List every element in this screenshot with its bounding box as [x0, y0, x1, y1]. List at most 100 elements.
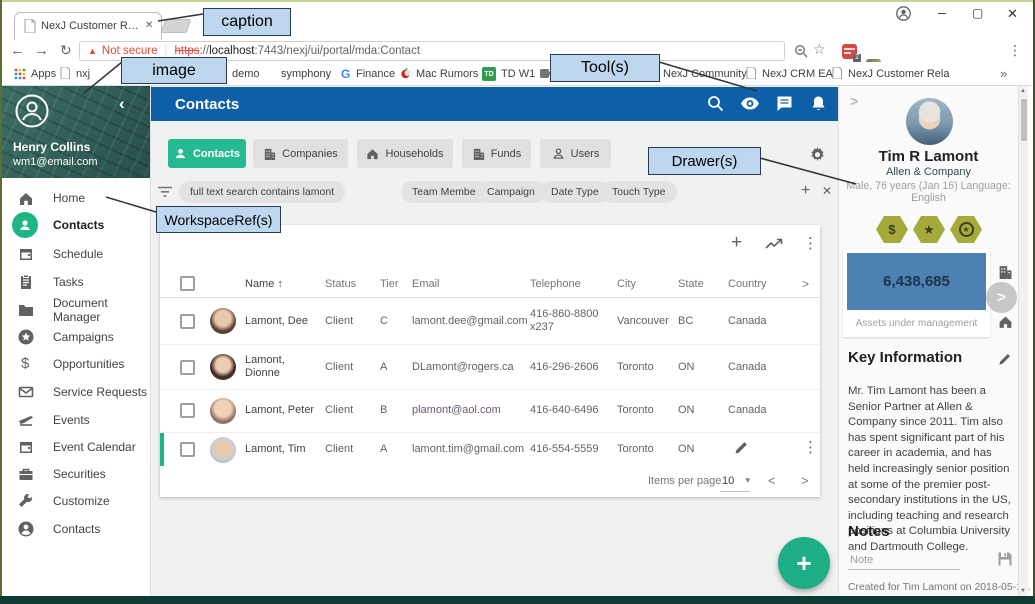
drawer-scrollbar[interactable]: ▲ ▼ [1018, 86, 1028, 596]
row-checkbox[interactable] [180, 442, 195, 457]
tab-close-icon[interactable]: ✕ [145, 20, 154, 31]
bookmark-td-w1[interactable]: TD W1 [501, 68, 536, 80]
refresh-icon[interactable]: ↻ [60, 42, 72, 58]
browser-menu-icon[interactable]: ⋮ [1008, 42, 1022, 58]
security-label[interactable]: Not secure [101, 45, 158, 57]
settings-gear-icon[interactable] [809, 146, 826, 163]
browser-tab[interactable]: NexJ Customer Relations ✕ [14, 12, 162, 40]
sidebar-item-schedule[interactable]: Schedule [0, 241, 150, 267]
row-checkbox[interactable] [180, 360, 195, 375]
sidebar-item-tasks[interactable]: Tasks [0, 269, 150, 295]
col-email[interactable]: Email [412, 278, 440, 290]
tab-users[interactable]: Users [540, 139, 611, 168]
edit-pencil-icon[interactable] [734, 440, 749, 455]
save-note-icon[interactable] [997, 551, 1013, 567]
cell-email[interactable]: DLamont@rogers.ca [412, 361, 514, 373]
sidebar-item-securities[interactable]: Securities [0, 461, 150, 487]
bookmark-nexj-community[interactable]: NexJ Community [663, 68, 747, 80]
company-icon[interactable] [997, 264, 1013, 279]
new-tab-button[interactable] [160, 19, 192, 33]
sidebar-item-events[interactable]: Events [0, 407, 150, 433]
search-icon[interactable] [707, 95, 724, 112]
bookmark-nexj-crm-eat[interactable]: NexJ CRM EAT [762, 68, 839, 80]
prev-page-icon[interactable]: < [768, 473, 776, 488]
adblock-extension-icon[interactable]: 2 [842, 44, 861, 62]
columns-scroll-right-icon[interactable]: > [802, 277, 810, 291]
col-country[interactable]: Country [728, 278, 767, 290]
household-icon[interactable] [998, 314, 1013, 329]
page-size-select[interactable]: 10 ▾ [720, 471, 750, 492]
sidebar-item-event-calendar[interactable]: Event Calendar [0, 434, 150, 460]
tile-next-button[interactable]: > [986, 282, 1017, 313]
row-checkbox[interactable] [180, 403, 195, 418]
table-row[interactable]: Lamont, Dionne Client A DLamont@rogers.c… [160, 345, 820, 390]
aum-tile[interactable]: 6,438,685 [847, 253, 986, 310]
filter-chip-date-type[interactable]: Date Type [540, 181, 610, 203]
add-fab-button[interactable]: + [778, 537, 830, 589]
filter-chip-team-member[interactable]: Team Member [401, 181, 491, 203]
sidebar-item-campaigns[interactable]: Campaigns [0, 324, 150, 350]
bookmark-mac-rumors[interactable]: Mac Rumors [416, 68, 479, 80]
col-tier[interactable]: Tier [380, 278, 399, 290]
window-close-button[interactable]: ✕ [1007, 6, 1018, 21]
sidebar-item-document-manager[interactable]: Document Manager [0, 296, 150, 324]
scrollbar-thumb[interactable] [1020, 99, 1027, 141]
profile-icon[interactable] [896, 6, 911, 21]
drawer-expand-icon[interactable]: > [850, 93, 859, 109]
table-row[interactable]: Lamont, Peter Client B plamont@aol.com 4… [160, 390, 820, 433]
add-contact-icon[interactable]: + [731, 232, 743, 253]
sidebar-item-opportunities[interactable]: $ Opportunities [21, 355, 125, 372]
note-input[interactable] [848, 550, 960, 570]
cell-email[interactable]: lamont.dee@gmail.com [412, 315, 528, 327]
sidebar-item-customize[interactable]: Customize [0, 488, 150, 514]
cell-name[interactable]: Lamont, Dionne [245, 354, 285, 379]
bookmark-demo[interactable]: demo [232, 68, 260, 80]
col-status[interactable]: Status [325, 278, 357, 290]
trending-chart-icon[interactable] [765, 238, 783, 250]
filter-chip-campaign[interactable]: Campaign [476, 181, 546, 203]
forward-icon[interactable]: → [34, 42, 49, 59]
cell-name[interactable]: Lamont, Tim [245, 443, 306, 455]
table-row-selected[interactable]: Lamont, Tim Client A lamont.tim@gmail.co… [160, 433, 820, 467]
next-page-icon[interactable]: > [801, 473, 809, 488]
col-name[interactable]: Name ↑ [245, 278, 283, 290]
maximize-button[interactable]: ▢ [972, 6, 984, 20]
col-telephone[interactable]: Telephone [530, 278, 581, 290]
bookmark-symphony[interactable]: symphony [281, 68, 332, 80]
edit-key-info-icon[interactable] [998, 352, 1012, 366]
cell-email[interactable]: lamont.tim@gmail.com [412, 443, 525, 455]
col-state[interactable]: State [678, 278, 704, 290]
minimize-button[interactable]: – [938, 4, 946, 20]
col-city[interactable]: City [617, 278, 636, 290]
bookmark-finance[interactable]: Finance [356, 68, 396, 80]
row-menu-icon[interactable]: ⋮ [803, 439, 818, 456]
zoom-out-icon[interactable] [794, 44, 808, 58]
tab-companies[interactable]: Companies [253, 139, 348, 168]
eye-icon[interactable] [740, 96, 760, 111]
address-bar[interactable]: ▲ Not secure | https :// localhost :7443… [79, 41, 785, 61]
back-icon[interactable]: ← [10, 42, 25, 59]
filter-icon[interactable] [158, 186, 172, 198]
bookmark-nexj-customer[interactable]: NexJ Customer Rela [848, 68, 950, 80]
bell-icon[interactable] [811, 95, 826, 112]
sidebar-item-service-requests[interactable]: Service Requests [0, 379, 150, 405]
bookmark-nxj[interactable]: nxj [76, 68, 91, 80]
filter-chip-touch-type[interactable]: Touch Type [601, 181, 677, 203]
sidebar-item-home[interactable]: Home [0, 185, 150, 211]
tab-households[interactable]: Households [357, 139, 453, 168]
bookmarks-overflow-icon[interactable]: » [1000, 66, 1008, 81]
table-row[interactable]: Lamont, Dee Client C lamont.dee@gmail.co… [160, 298, 820, 345]
cell-name[interactable]: Lamont, Dee [245, 315, 308, 327]
tab-funds[interactable]: Funds [462, 139, 531, 168]
sidebar-item-contacts[interactable]: Contacts [0, 212, 150, 238]
tab-contacts[interactable]: Contacts [168, 139, 246, 168]
select-all-checkbox[interactable] [180, 276, 195, 291]
cell-name[interactable]: Lamont, Peter [245, 404, 315, 416]
bookmark-apps[interactable]: Apps [31, 68, 57, 80]
filter-chip-fulltext[interactable]: full text search contains lamont [179, 181, 346, 203]
add-filter-icon[interactable]: + [801, 182, 811, 199]
sidebar-item-contacts-2[interactable]: Contacts [0, 516, 150, 542]
clear-filters-icon[interactable]: ✕ [822, 184, 833, 198]
cell-email[interactable]: plamont@aol.com [412, 404, 501, 416]
scroll-up-icon[interactable]: ▲ [1020, 88, 1026, 94]
